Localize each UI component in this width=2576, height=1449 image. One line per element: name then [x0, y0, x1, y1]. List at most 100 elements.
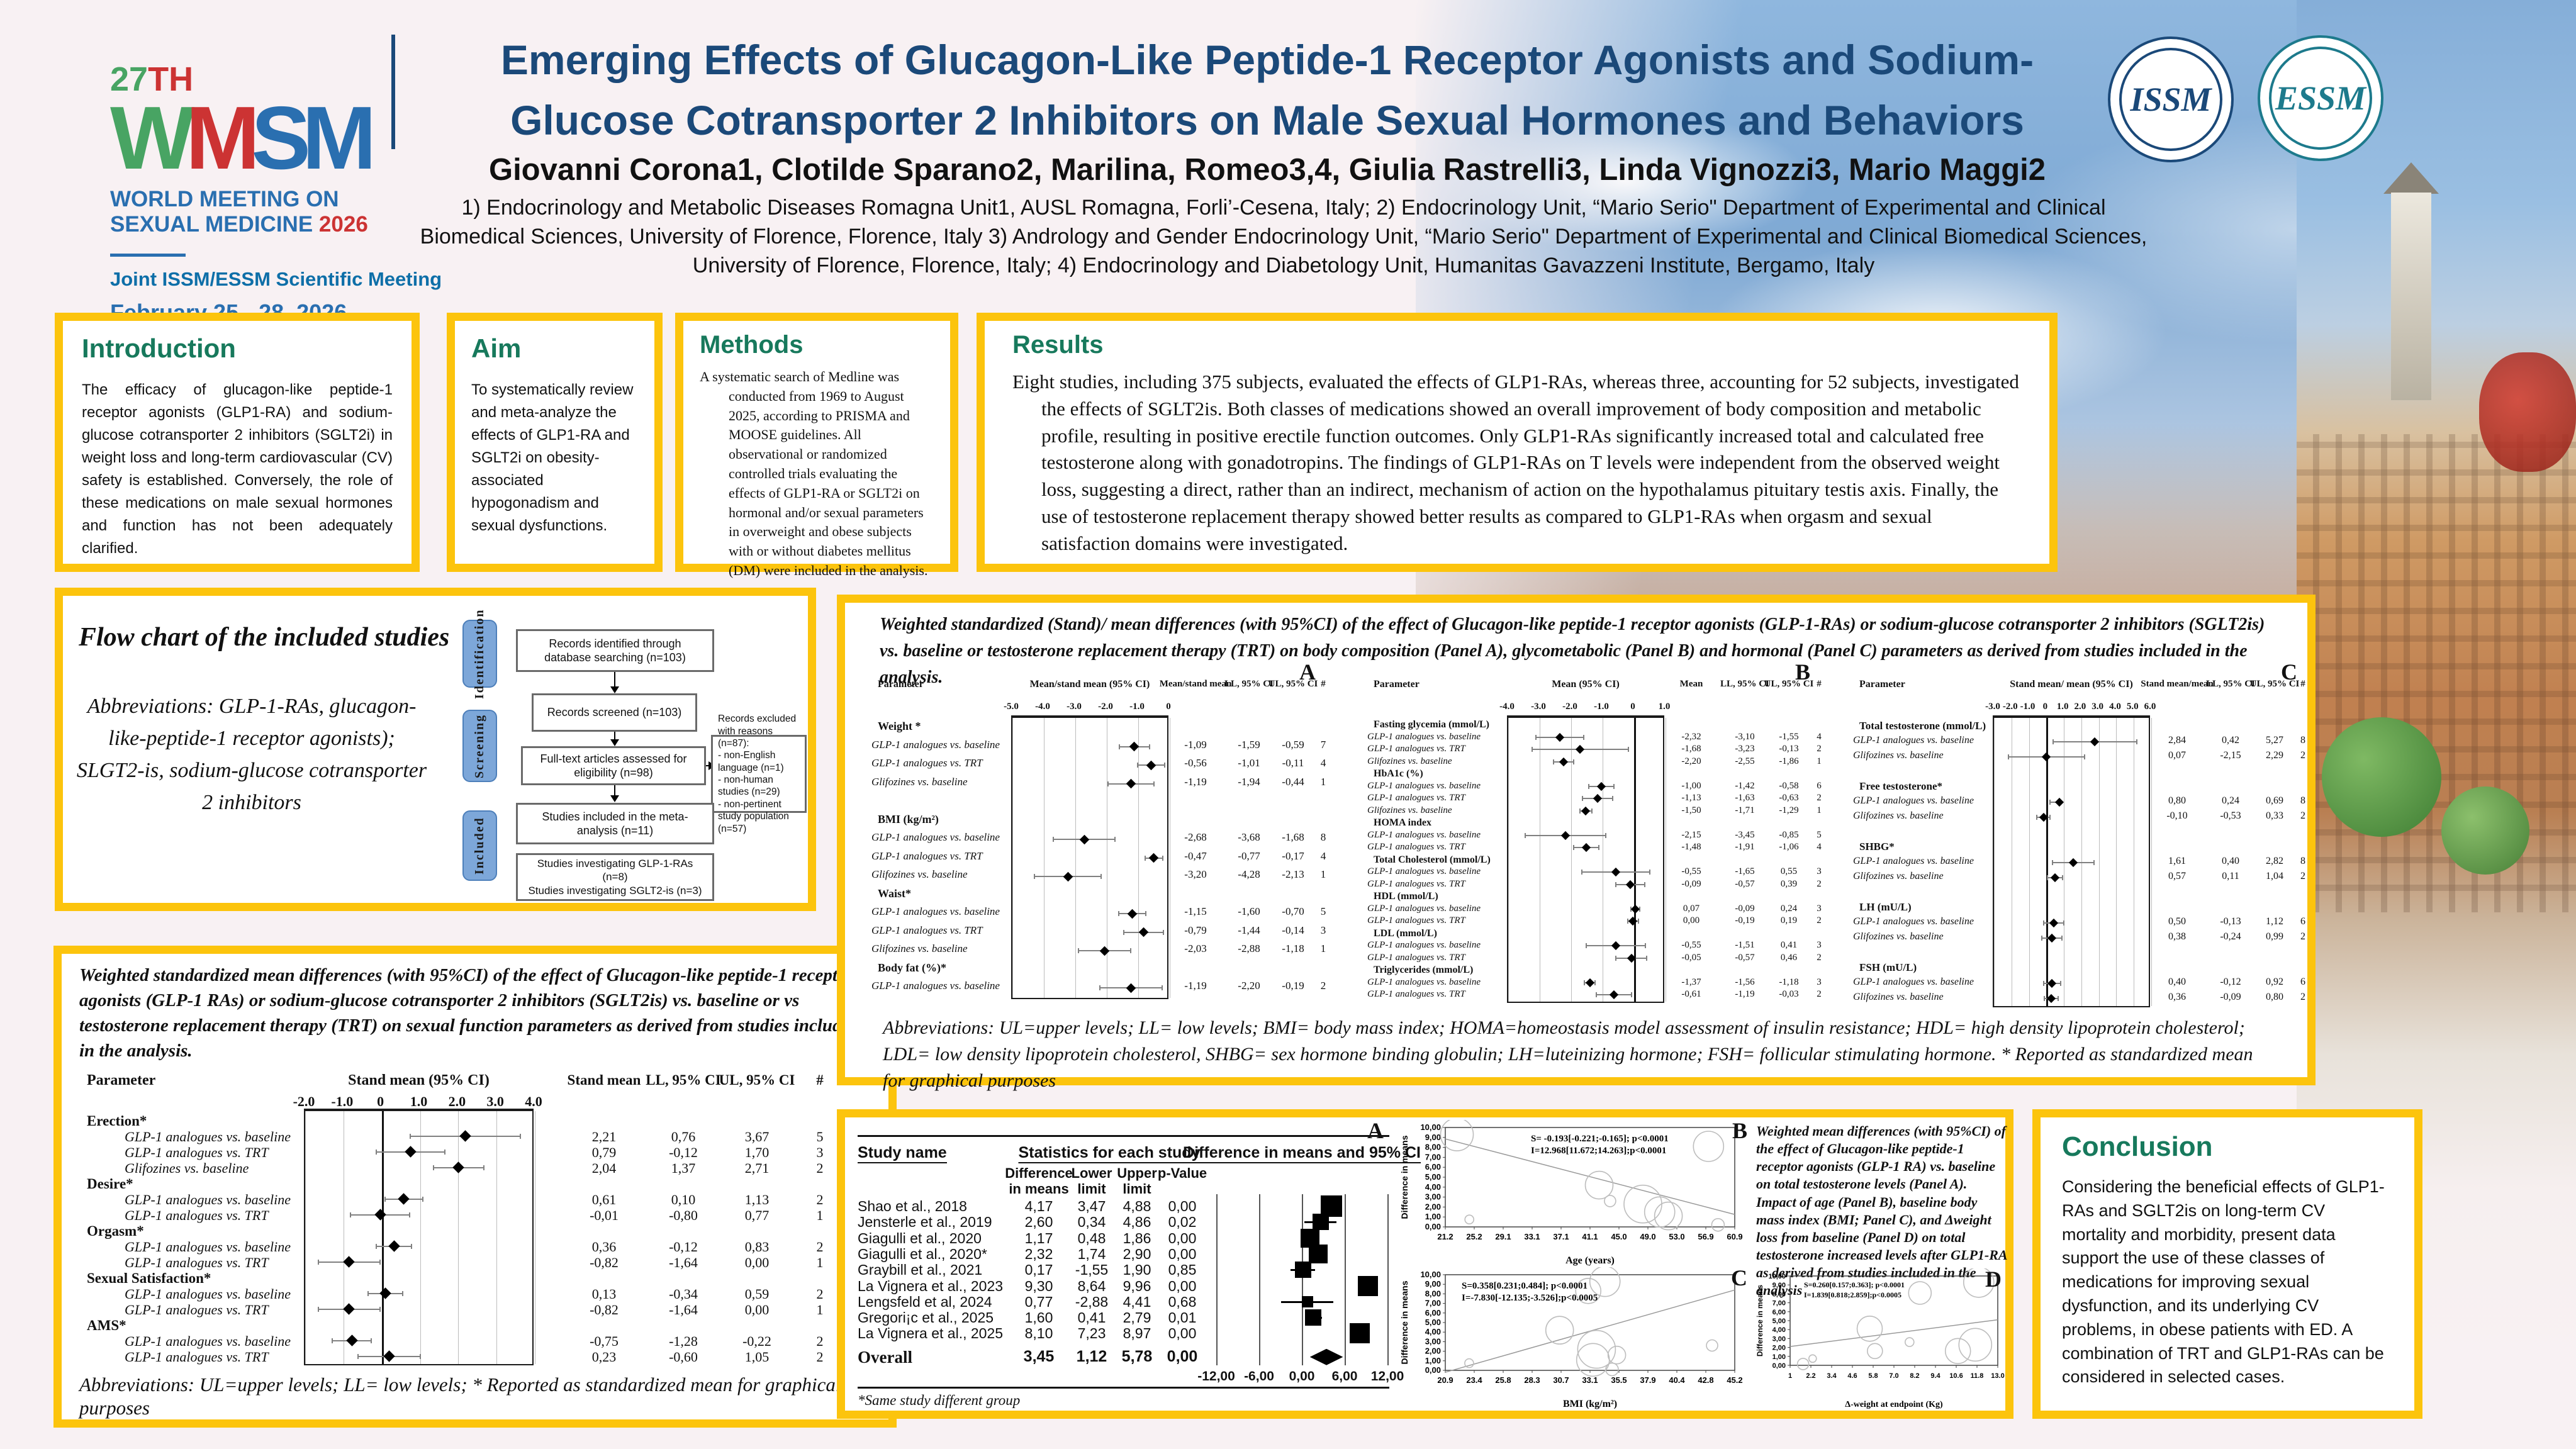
forest-group-label: Weight *: [878, 720, 921, 732]
svg-text:S= -0.193[-0.221;-0.165]; p<0.: S= -0.193[-0.221;-0.165]; p<0.0001: [1531, 1134, 1669, 1144]
results-box: Results Eight studies, including 375 sub…: [977, 313, 2058, 572]
svg-text:29.1: 29.1: [1495, 1232, 1511, 1241]
forest-value: 0,11: [2222, 871, 2239, 881]
arrow-line-1: [614, 672, 615, 688]
forest-value: -0,47: [1184, 849, 1207, 862]
logo-27: 27: [110, 60, 148, 98]
forest-header-plot: Mean/stand mean (95% CI): [1029, 679, 1150, 690]
forest-value: -1,06: [1779, 842, 1799, 852]
forest-value: -0,19: [1282, 980, 1304, 992]
forest-header-value: UL, 95% CI: [2249, 679, 2300, 689]
overall-stat: 1,12: [1076, 1347, 1107, 1365]
forest-row-label: GLP-1 analogues vs. baseline: [871, 831, 1000, 843]
testosterone-figure-box: A Study name Statistics for each study Diff…: [837, 1109, 2013, 1419]
svg-text:Difference in means: Difference in means: [1756, 1285, 1764, 1357]
axis-tick-label: -2.0: [2002, 702, 2018, 712]
essm-text: ESSM: [2275, 79, 2366, 117]
forest-row-label: GLP-1 analogues vs. baseline: [1853, 916, 1974, 927]
axis-tick-label: 0: [377, 1094, 384, 1109]
axis-tick-label: -4.0: [1499, 702, 1515, 712]
forest-value: 8: [1320, 831, 1326, 843]
sexual-forest-caption: Weighted standardized mean differences (…: [79, 965, 859, 1061]
study-stat: 0,68: [1168, 1293, 1197, 1310]
forest-value: -1,09: [1184, 738, 1207, 751]
forest-value: 2: [816, 1333, 824, 1349]
forest-value: 0,92: [2266, 976, 2283, 987]
svg-text:25.8: 25.8: [1495, 1375, 1511, 1385]
zero-line: [1634, 718, 1636, 1002]
forest-row-label: Glifozines vs. baseline: [1367, 805, 1452, 815]
svg-text:1,00: 1,00: [1425, 1356, 1441, 1365]
svg-text:4,00: 4,00: [1425, 1327, 1441, 1336]
results-body: Eight studies, including 375 subjects, e…: [1012, 371, 2019, 554]
axis-tick-label: 6.0: [2144, 702, 2156, 712]
sexual-forest-box: Weighted standardized mean differences (…: [53, 946, 897, 1428]
forest-axis-label: 0,00: [1289, 1369, 1315, 1384]
study-stat: 0,00: [1168, 1245, 1197, 1262]
forest-row-label: GLP-1 analogues vs. TRT: [125, 1144, 269, 1160]
forest-row-label: GLP-1 analogues vs. baseline: [871, 905, 1000, 917]
table-rule: [858, 1135, 1389, 1137]
aim-title: Aim: [471, 333, 522, 363]
forest-row-label: Glifozines vs. baseline: [1853, 750, 1944, 761]
study-name: Giagulli et al., 2020: [858, 1229, 982, 1246]
forest-value: -0,13: [1779, 744, 1799, 754]
stage-included: Included: [462, 810, 497, 881]
forest-value: 0,19: [1780, 915, 1798, 926]
scatter-age: 0,00 1,00 2,00 3,00 4,00 5,00 6,00 7,00 8,00 9,00…: [1399, 1117, 1751, 1269]
forest-value: 2: [816, 1286, 824, 1302]
forest-row-label: GLP-1 analogues vs. baseline: [1853, 795, 1974, 806]
flow-included: Studies included in the meta-analysis (n…: [516, 803, 714, 844]
forest-row-label: GLP-1 analogues vs. baseline: [1367, 940, 1481, 950]
gridline: [1508, 718, 1509, 1002]
forest-value: -1,50: [1681, 805, 1701, 815]
central-figure-box: Weighted standardized (Stand)/ mean diff…: [837, 595, 2316, 1091]
forest-header-value: Stand mean/mean: [2141, 679, 2214, 689]
forest-group-label: Sexual Satisfaction*: [87, 1270, 211, 1286]
forest-value: 1,04: [2266, 871, 2283, 881]
gridline: [1994, 718, 1995, 1006]
forest-value: 2,29: [2266, 750, 2283, 761]
forest-panel-C: C Parameter Stand mean/ mean (95% CI) Stand…: [1834, 659, 2306, 1009]
forest-row-label: GLP-1 analogues vs. TRT: [1367, 744, 1465, 754]
forest-row-label: GLP-1 analogues vs. TRT: [871, 849, 983, 862]
forest-value: -1,19: [1184, 775, 1207, 788]
overall-stat: 0,00: [1167, 1347, 1198, 1365]
tree-small: [2441, 786, 2529, 875]
svg-text:10.6: 10.6: [1949, 1372, 1963, 1380]
svg-text:40.4: 40.4: [1669, 1375, 1685, 1385]
forest-value: -1,64: [669, 1255, 698, 1270]
scatter-svg-C: 0,001,002,003,004,005,006,007,008,009,00…: [1399, 1265, 1743, 1409]
forest-value: -0,59: [1282, 738, 1304, 751]
forest-row-label: GLP-1 analogues vs. TRT: [871, 924, 983, 936]
forest-group-label: Total testosterone (mmol/L): [1859, 720, 1986, 732]
aim-box: Aim To systematically review and meta-an…: [447, 313, 663, 572]
logo-letter-m1: M: [186, 88, 260, 188]
forest-row-label: GLP-1 analogues vs. baseline: [1367, 829, 1481, 840]
forest-value: -0,63: [1779, 793, 1799, 803]
forest-group-label: Desire*: [87, 1176, 133, 1192]
forest-value: 2: [1817, 989, 1822, 999]
study-stat: 0,01: [1168, 1309, 1197, 1326]
forest-group-label: Body fat (%)*: [878, 961, 946, 974]
forest-value: 8: [2300, 795, 2305, 806]
forest-row-label: Glifozines vs. baseline: [1853, 871, 1944, 881]
study-stat: 0,00: [1168, 1325, 1197, 1342]
forest-value: 1,05: [744, 1349, 770, 1365]
forest-value: 1: [1817, 805, 1822, 815]
forest-header-value: #: [1817, 679, 1822, 689]
forest-value: 4: [1817, 842, 1822, 852]
flow-final: Studies investigating GLP-1-RAs (n=8) St…: [516, 853, 714, 901]
study-stat: 0,17: [1024, 1262, 1053, 1278]
forest-row-label: GLP-1 analogues vs. baseline: [1853, 856, 1974, 866]
stage-screening: Screening: [462, 710, 497, 782]
study-weight-square: [1294, 1262, 1311, 1278]
forest-value: 0,50: [2168, 916, 2186, 927]
forest-value: 2: [816, 1192, 824, 1207]
forest-value: 0,80: [2266, 992, 2283, 1002]
axis-tick-label: 1.0: [2056, 702, 2069, 712]
central-abbrev: Abbreviations: UL=upper levels; LL= low …: [883, 1017, 2253, 1091]
forest-value: -1,18: [1282, 943, 1304, 954]
forest-row-label: GLP-1 analogues vs. TRT: [1367, 989, 1465, 999]
forest-value: 0,46: [1780, 952, 1798, 963]
